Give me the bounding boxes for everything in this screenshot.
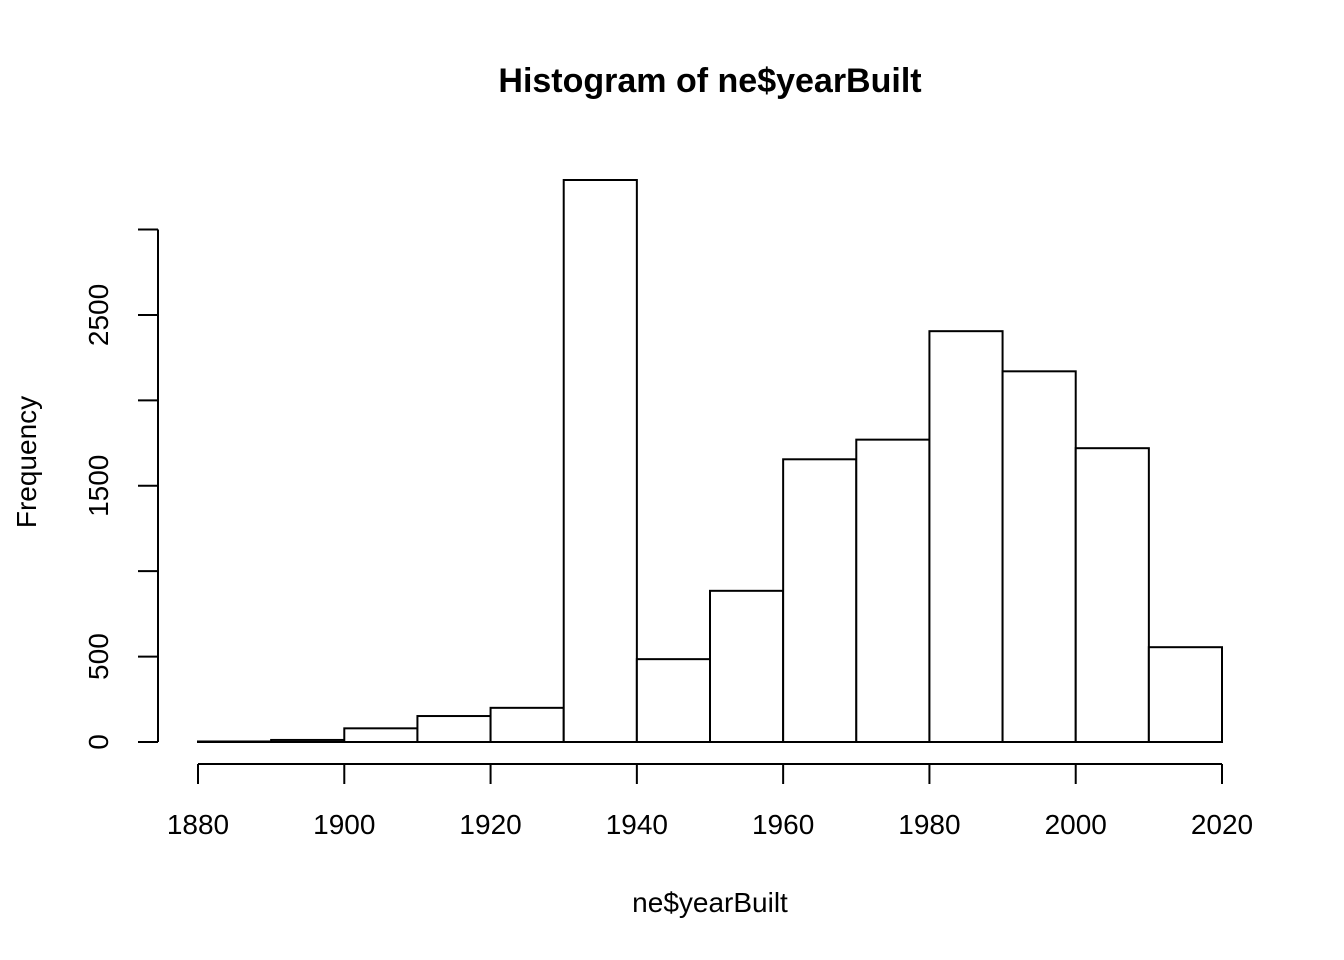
x-tick-label: 2000 xyxy=(1045,809,1107,840)
histogram-bar xyxy=(1074,447,1150,743)
x-tick-label: 1880 xyxy=(167,809,229,840)
histogram-bar xyxy=(343,727,419,744)
x-tick-label: 1900 xyxy=(313,809,375,840)
y-tick-label: 500 xyxy=(83,633,114,680)
x-tick-label: 1940 xyxy=(606,809,668,840)
histogram-bar xyxy=(1147,646,1224,743)
histogram-bar xyxy=(197,740,273,744)
y-tick-label: 0 xyxy=(83,734,114,750)
histogram-bar xyxy=(416,715,492,744)
histogram-bar xyxy=(855,438,931,743)
histogram-bar xyxy=(782,458,858,743)
x-tick-label: 1980 xyxy=(898,809,960,840)
chart-title: Histogram of ne$yearBuilt xyxy=(498,62,921,100)
histogram-bar xyxy=(928,330,1004,743)
y-axis: 0 500 1500 2500 xyxy=(83,228,159,750)
x-tick-label: 1920 xyxy=(459,809,521,840)
histogram-bar xyxy=(489,706,565,744)
y-tick-label: 2500 xyxy=(83,284,114,346)
histogram-bar xyxy=(709,589,785,744)
histogram-bar xyxy=(1001,370,1077,743)
bars-group xyxy=(197,179,1224,744)
x-tick-label: 2020 xyxy=(1191,809,1253,840)
histogram-bar xyxy=(562,179,638,743)
x-axis: 1880 1900 1920 1940 1960 1980 2000 2020 xyxy=(167,763,1253,840)
y-axis-label: Frequency xyxy=(11,396,42,528)
y-tick-label: 1500 xyxy=(83,455,114,517)
x-axis-label: ne$yearBuilt xyxy=(632,887,788,918)
histogram-bar xyxy=(635,658,711,743)
histogram-bar xyxy=(270,738,346,743)
x-tick-label: 1960 xyxy=(752,809,814,840)
